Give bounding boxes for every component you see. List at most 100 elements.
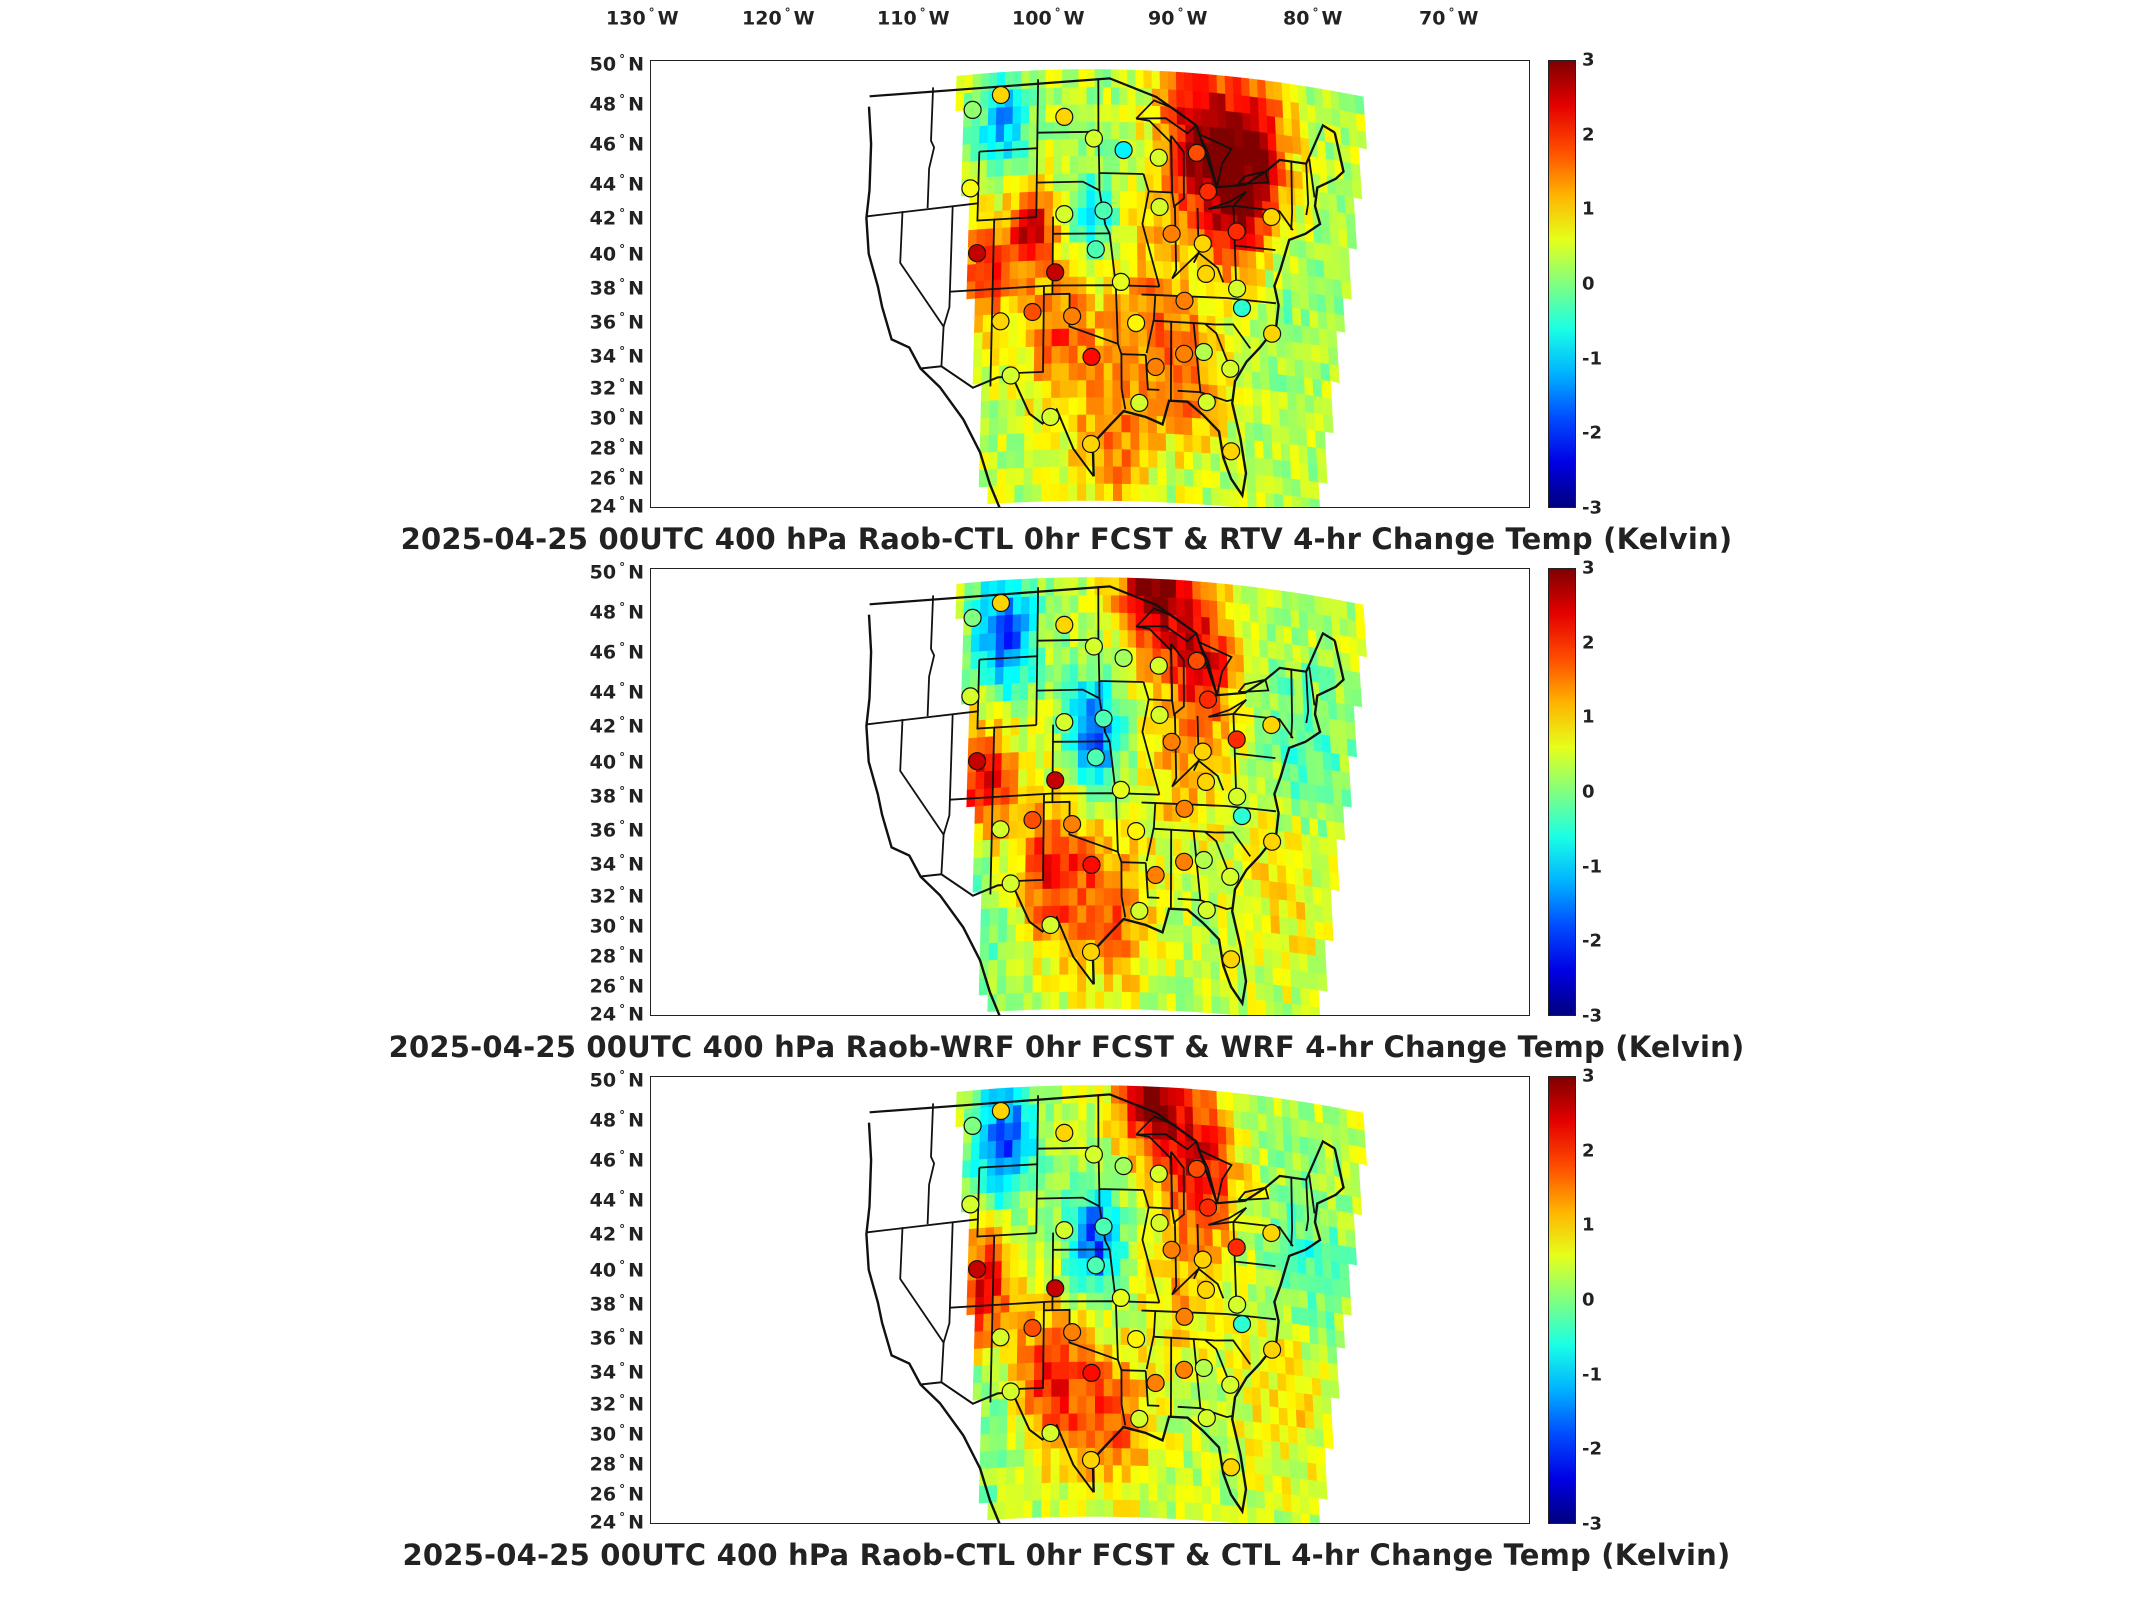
raob-station-marker xyxy=(1041,915,1060,935)
raob-station-marker xyxy=(1001,874,1020,893)
state-boundary xyxy=(1051,724,1054,803)
raob-station-marker xyxy=(1196,264,1216,283)
raob-station-marker xyxy=(1130,901,1149,920)
latitude-axis: 50 ° N 48 ° N 46 ° N 44 ° N 42 ° N 40 ° N 38 ° N 36 ° N 34 ° N 32 ° N… xyxy=(560,52,644,517)
lat-tick-label: 40 ° N xyxy=(589,750,644,774)
raob-station-marker xyxy=(1084,637,1103,656)
lat-tick-label: 26 ° N xyxy=(589,974,644,998)
state-boundary xyxy=(1097,586,1144,683)
raob-station-marker xyxy=(1193,1250,1212,1269)
great-lake xyxy=(1170,643,1185,717)
lat-tick-label: 34 ° N xyxy=(589,1360,644,1384)
raob-station-marker xyxy=(1055,615,1074,635)
raob-station-marker xyxy=(1086,748,1105,767)
state-boundary xyxy=(1011,1301,1045,1391)
raob-station-marker xyxy=(1232,299,1252,318)
raob-station-marker xyxy=(1023,302,1042,322)
raob-station-marker xyxy=(1146,1373,1165,1393)
raob-station-marker xyxy=(1174,344,1194,363)
state-boundary xyxy=(1234,244,1276,251)
raob-station-marker xyxy=(1114,140,1133,160)
raob-station-marker xyxy=(1094,201,1113,220)
raob-station-marker xyxy=(1198,182,1218,201)
colorbar-tick-label: 0 xyxy=(1582,273,1595,295)
raob-station-marker xyxy=(1146,357,1165,377)
coastline xyxy=(865,106,1001,507)
state-boundary xyxy=(1144,1370,1160,1407)
state-boundary xyxy=(1145,1310,1157,1370)
raob-station-marker xyxy=(1196,772,1216,791)
raob-station-marker xyxy=(1221,359,1240,378)
lat-tick-label: 50 ° N xyxy=(589,52,644,76)
raob-stations xyxy=(961,85,1282,461)
colorbar-ticks: 3 2 1 0 -1 -2 -3 xyxy=(1582,558,1632,1027)
great-lake xyxy=(1170,135,1185,209)
state-boundary xyxy=(1171,1267,1225,1299)
state-boundary xyxy=(1144,862,1160,899)
state-boundary xyxy=(1234,752,1276,759)
international-border xyxy=(869,585,1336,697)
raob-station-marker xyxy=(1055,107,1074,127)
state-boundary xyxy=(1097,1094,1144,1191)
lat-tick-label: 24 ° N xyxy=(589,1002,644,1026)
lat-tick-label: 36 ° N xyxy=(589,818,644,842)
longitude-axis: 130 ° W 120 ° W 110 ° W 100 ° W 90 ° W 80 ° W 70 ° W xyxy=(0,6,2133,36)
lat-tick-label: 28 ° N xyxy=(589,944,644,968)
state-boundary xyxy=(1121,1369,1146,1372)
state-boundary xyxy=(940,1221,954,1383)
state-boundary xyxy=(1305,163,1310,216)
raob-station-marker xyxy=(1262,715,1281,735)
lat-tick-label: 26 ° N xyxy=(589,466,644,490)
state-boundary xyxy=(1036,180,1100,192)
raob-station-marker xyxy=(1130,1409,1149,1428)
great-lake xyxy=(1135,99,1198,135)
colorbar-tick-label: -2 xyxy=(1582,930,1602,952)
raob-station-marker xyxy=(1197,393,1216,412)
lon-tick-label: 100 ° W xyxy=(1012,6,1085,30)
great-lake xyxy=(1208,699,1247,718)
raob-station-marker xyxy=(1046,1279,1065,1298)
state-boundary xyxy=(1141,293,1277,305)
raob-station-marker xyxy=(1227,279,1247,298)
lat-tick-label: 46 ° N xyxy=(589,132,644,156)
state-boundary xyxy=(1036,688,1100,700)
lon-tick-label: 110 ° W xyxy=(877,6,950,30)
colorbar-tick-label: -2 xyxy=(1582,422,1602,444)
raob-station-marker xyxy=(1150,197,1169,217)
great-lake xyxy=(1135,607,1198,643)
raob-station-marker xyxy=(1198,690,1218,709)
great-lake xyxy=(1208,191,1247,210)
lat-tick-label: 40 ° N xyxy=(589,242,644,266)
lon-tick-label: 90 ° W xyxy=(1148,6,1208,30)
great-lake xyxy=(1198,641,1233,696)
raob-station-marker xyxy=(1162,224,1181,243)
raob-station-marker xyxy=(1130,393,1149,412)
raob-station-marker xyxy=(1023,810,1042,830)
state-boundary xyxy=(1305,1179,1310,1232)
great-lake xyxy=(1198,1149,1233,1204)
map-plot xyxy=(650,60,1530,508)
raob-station-marker xyxy=(961,687,980,706)
raob-station-marker xyxy=(1114,648,1133,668)
international-border xyxy=(920,1381,1095,1493)
state-boundary xyxy=(1308,1174,1316,1214)
raob-station-marker xyxy=(963,100,982,120)
raob-station-marker xyxy=(1174,852,1194,871)
state-boundary xyxy=(1233,1221,1294,1247)
raob-station-marker xyxy=(1232,1315,1252,1334)
colorbar-tick-label: 2 xyxy=(1582,1140,1595,1162)
raob-station-marker xyxy=(1262,832,1282,851)
state-boundary xyxy=(949,284,1160,293)
state-boundary xyxy=(977,1167,981,1220)
state-boundary xyxy=(1141,681,1161,795)
raob-station-marker xyxy=(1046,263,1065,282)
state-boundary xyxy=(1036,587,1039,657)
colorbar-tick-label: -1 xyxy=(1582,1364,1602,1386)
raob-station-marker xyxy=(1262,207,1281,227)
raob-station-marker xyxy=(1197,1409,1216,1428)
lat-tick-label: 30 ° N xyxy=(589,406,644,430)
raob-station-marker xyxy=(968,752,987,771)
raob-station-marker xyxy=(1221,442,1241,461)
colorbar-ticks: 3 2 1 0 -1 -2 -3 xyxy=(1582,50,1632,519)
raob-station-marker xyxy=(1175,1307,1194,1326)
